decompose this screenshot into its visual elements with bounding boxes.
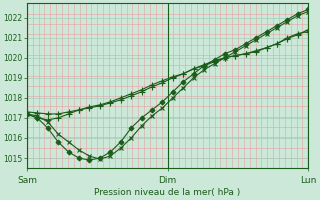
- X-axis label: Pression niveau de la mer( hPa ): Pression niveau de la mer( hPa ): [94, 188, 241, 197]
